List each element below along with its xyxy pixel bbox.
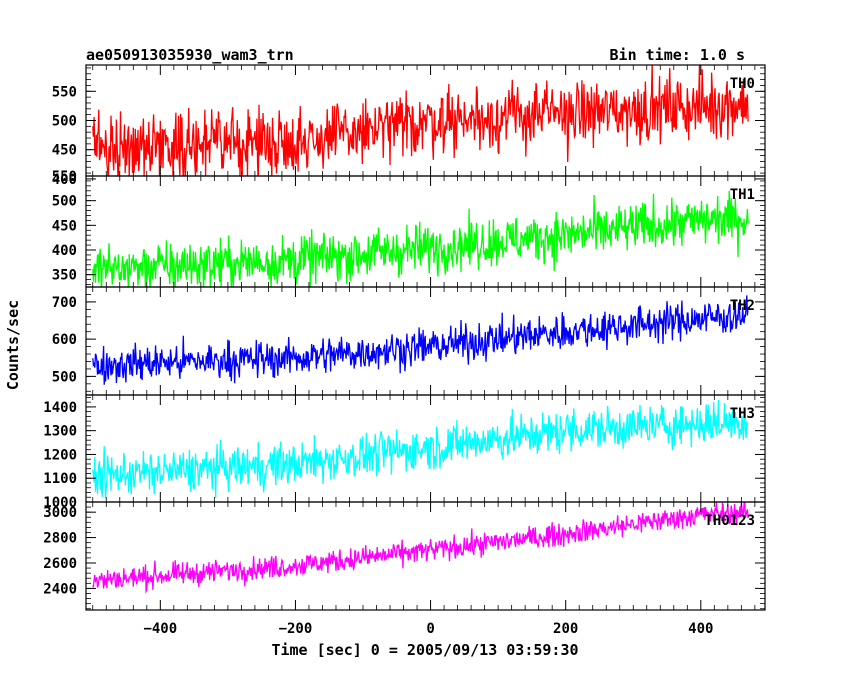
series-line-th3 [92, 399, 749, 499]
x-tick-label: −200 [279, 621, 313, 637]
y-tick-label: 550 [52, 84, 77, 100]
series-line-th2 [92, 295, 749, 385]
y-tick-label: 2800 [43, 531, 77, 547]
x-axis-label: Time [sec] 0 = 2005/09/13 03:59:30 [271, 641, 578, 659]
y-tick-label: 2400 [43, 581, 77, 597]
y-tick-label: 500 [52, 369, 77, 385]
panel-name-label: TH3 [730, 406, 755, 422]
panel-th2: 500 600 700 TH2 [52, 286, 766, 396]
x-tick-label: −400 [143, 621, 177, 637]
panel-th0: 400 450 500 550 TH0 [52, 64, 766, 188]
y-tick-label: 1300 [43, 424, 77, 440]
panel-th3: 1000 1100 1200 1300 1400 TH3 [43, 394, 766, 511]
y-tick-label: 1200 [43, 447, 77, 463]
y-tick-label: 500 [52, 194, 77, 210]
plot-title: ae050913035930_wam3_trn [86, 46, 294, 64]
y-tick-label: 1400 [43, 400, 77, 416]
y-tick-label: 450 [52, 218, 77, 234]
series-line-th0 [92, 65, 749, 176]
y-tick-label: 400 [52, 172, 77, 188]
y-tick-label: 500 [52, 114, 77, 130]
y-tick-label: 1100 [43, 471, 77, 487]
panels-group: 400 450 500 550 TH0 350 400 450 500 550 TH1 500 600 7… [43, 64, 766, 611]
y-axis-label: Counts/sec [4, 300, 22, 390]
y-tick-label: 1000 [43, 495, 77, 511]
panel-name-label: TH1 [730, 187, 755, 203]
x-tick-label: 400 [688, 621, 713, 637]
panel-th0123: 2400 2600 2800 3000 TH0123 [43, 501, 766, 611]
y-tick-label: 400 [52, 243, 77, 259]
y-tick-label: 700 [52, 295, 77, 311]
x-tick-label: 0 [426, 621, 434, 637]
x-axis-ticks: −400 −200 0 200 400 [143, 621, 713, 637]
y-tick-label: 350 [52, 268, 77, 284]
y-tick-label: 3000 [43, 505, 77, 521]
y-tick-label: 2600 [43, 556, 77, 572]
y-tick-label: 550 [52, 169, 77, 185]
y-tick-label: 450 [52, 143, 77, 159]
series-line-th0123 [92, 502, 749, 594]
panel-name-label: TH0123 [704, 513, 755, 529]
panel-th1: 350 400 450 500 550 TH1 [52, 169, 766, 288]
series-line-th1 [92, 190, 749, 287]
panel-frame [85, 501, 766, 611]
bin-time-label: Bin time: 1.0 s [610, 46, 745, 64]
panel-name-label: TH2 [730, 298, 755, 314]
y-tick-label: 600 [52, 332, 77, 348]
x-tick-label: 200 [553, 621, 578, 637]
panel-name-label: TH0 [730, 76, 755, 92]
